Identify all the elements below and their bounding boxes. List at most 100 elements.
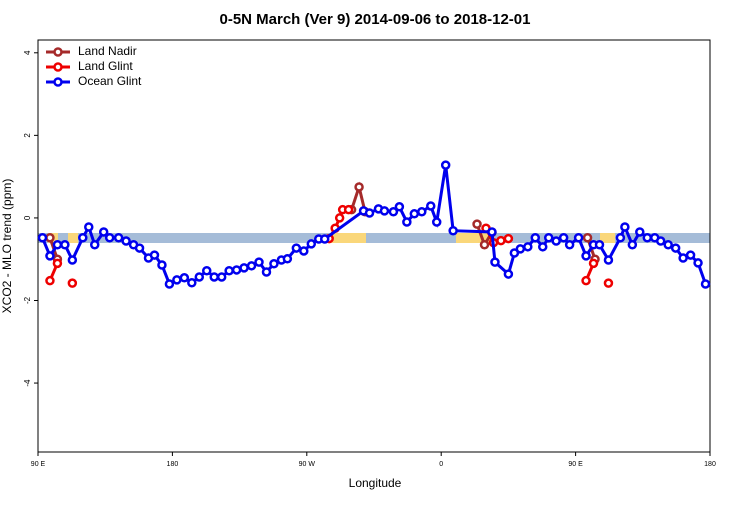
data-point [642,232,653,243]
data-point [409,209,420,219]
data-point [52,258,63,269]
data-point [291,243,302,253]
data-point [635,227,645,237]
data-point [157,260,167,270]
y-tick-label: -2 [23,296,32,304]
land-band [456,233,492,243]
data-point [530,232,541,243]
legend-label: Land Glint [78,59,133,73]
data-point [472,219,482,229]
data-point [113,232,124,243]
data-point [431,217,442,227]
data-point [537,242,548,252]
data-point [364,208,375,218]
data-point [269,259,279,269]
data-point [523,242,533,252]
data-point [164,279,175,289]
data-point [581,275,591,286]
data-point [149,250,160,260]
legend-label: Land Nadir [78,44,137,58]
data-point [440,160,451,170]
land-band [330,233,366,243]
data-point [201,266,212,276]
legend-marker [53,62,63,72]
data-point [45,251,55,261]
data-point [45,232,55,243]
data-point [503,269,514,279]
data-point [67,255,78,265]
x-tick-label: 90 E [31,461,46,468]
data-point [78,232,88,243]
plot-frame [37,39,711,453]
data-point [216,272,227,282]
data-point [615,232,626,243]
data-point [379,206,390,216]
data-point [231,265,242,275]
legend-marker [53,77,63,87]
data-point [334,213,345,223]
x-axis-label: Longitude [349,476,402,490]
data-point [515,244,526,254]
data-point [299,246,309,256]
data-point [52,240,63,250]
data-point [282,254,293,264]
data-point [402,217,412,227]
data-point [246,261,257,271]
data-point [343,204,354,215]
land-band [68,233,78,243]
y-tick-label: 0 [23,215,32,220]
y-tick-label: -4 [23,379,32,387]
series-line [41,164,707,287]
y-tick-label: 4 [23,50,32,55]
data-point [60,240,70,250]
legend-label: Ocean Glint [78,74,142,88]
data-point [490,257,500,267]
data-point [503,233,514,244]
data-point [663,240,673,250]
y-axis-label: XCO2 - MLO trend (ppm) [0,179,14,314]
data-point [620,222,630,232]
data-point [603,255,614,265]
data-point [479,240,490,250]
data-point [678,253,688,263]
data-point [388,206,399,217]
data-point [543,232,554,243]
x-tick-label: 180 [704,461,716,468]
data-point [84,222,94,232]
data-point [121,236,131,246]
data-point [37,232,48,243]
data-point [685,250,696,260]
data-point [254,257,264,267]
data-point [509,248,520,258]
data-point [179,273,190,283]
data-point [603,278,614,288]
data-point [67,278,78,288]
data-point [496,235,506,246]
data-point [394,202,405,212]
data-point [98,227,109,237]
data-point [187,277,197,288]
data-point [354,182,364,192]
x-tick-label: 0 [439,461,443,468]
data-point [417,206,427,217]
data-point [693,258,703,268]
data-point [89,240,100,250]
data-point [261,267,272,277]
data-point [487,227,497,237]
data-point [700,279,711,289]
data-point [670,243,681,253]
data-point [551,236,561,246]
data-point [239,263,249,273]
x-tick-label: 90 W [299,461,316,468]
data-point [425,201,436,211]
y-tick-label: 2 [23,133,32,138]
data-point [306,239,317,249]
data-point [319,234,330,244]
data-point [224,266,234,276]
data-point [588,258,599,269]
data-point [655,236,666,246]
x-tick-label: 180 [167,461,179,468]
